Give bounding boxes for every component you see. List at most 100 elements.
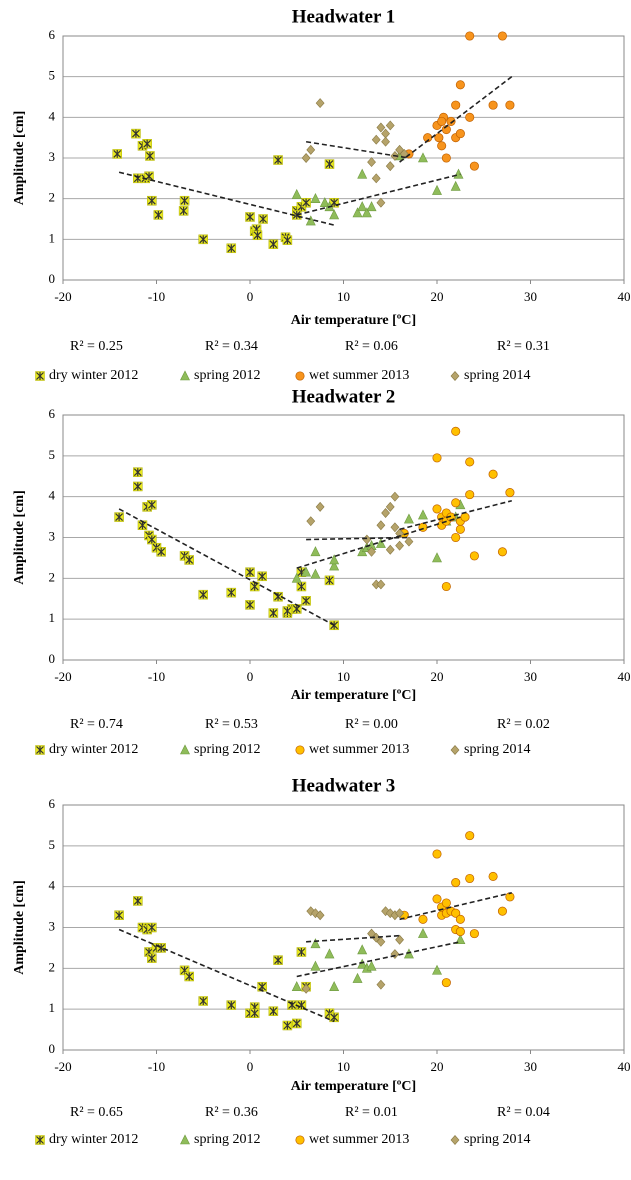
x-tick-label: -10: [148, 669, 165, 684]
marker-shape: [432, 552, 442, 563]
legend-label: spring 2014: [464, 742, 531, 757]
legend-item: dry winter 2012: [35, 742, 138, 757]
data-point: [310, 192, 321, 203]
marker-shape: [376, 122, 386, 133]
marker-shape: [441, 978, 451, 988]
data-point: [469, 161, 479, 171]
data-point: [385, 501, 395, 512]
data-point: [465, 457, 475, 467]
y-tick-label: 0: [49, 271, 56, 286]
x-tick-label: 40: [618, 1059, 631, 1074]
data-point: [156, 547, 166, 557]
data-point: [352, 972, 363, 983]
data-point: [144, 171, 154, 182]
marker-shape: [505, 488, 515, 498]
marker-shape: [376, 197, 386, 208]
marker-shape: [395, 908, 405, 919]
data-point: [395, 934, 405, 945]
marker-shape: [404, 536, 414, 547]
data-point: [112, 149, 122, 159]
data-point: [268, 239, 279, 249]
data-point: [142, 139, 152, 149]
marker-shape: [381, 508, 390, 518]
chart-title: Headwater 1: [292, 6, 396, 27]
marker-shape: [469, 929, 479, 939]
marker-shape: [395, 144, 405, 155]
data-point: [301, 197, 311, 208]
marker-shape: [497, 31, 507, 41]
legend-item: spring 2014: [450, 742, 531, 757]
r-squared-label: R² = 0.74: [70, 717, 123, 732]
data-point: [292, 1018, 302, 1029]
data-point: [385, 120, 395, 131]
data-point: [450, 180, 461, 191]
marker-shape: [465, 873, 475, 884]
marker-shape: [465, 457, 475, 467]
data-point: [306, 144, 316, 155]
data-point: [465, 31, 475, 41]
marker-shape: [395, 528, 405, 539]
y-tick-label: 5: [49, 68, 56, 83]
data-point: [147, 534, 157, 545]
data-point: [362, 534, 372, 545]
data-point: [114, 910, 124, 920]
data-point: [465, 490, 475, 500]
marker-shape: [497, 547, 507, 557]
y-tick-label: 6: [49, 27, 56, 42]
y-tick-label: 3: [49, 528, 56, 543]
legend-label: dry winter 2012: [49, 368, 138, 383]
data-point: [376, 122, 386, 133]
marker-shape: [453, 168, 464, 179]
marker-shape: [434, 133, 444, 143]
data-point: [296, 581, 307, 592]
r-squared-label: R² = 0.65: [70, 1105, 123, 1120]
trend-line: [399, 892, 512, 921]
data-point: [306, 906, 316, 917]
marker-shape: [305, 215, 316, 226]
data-point: [282, 1020, 293, 1031]
data-point: [178, 206, 189, 216]
marker-shape: [465, 490, 475, 500]
data-point: [488, 100, 498, 110]
marker-shape: [432, 964, 442, 975]
data-point: [455, 934, 466, 945]
marker-shape: [366, 960, 377, 971]
data-point: [305, 215, 316, 226]
y-tick-label: 6: [49, 406, 56, 421]
marker-shape: [417, 927, 428, 938]
data-point: [153, 210, 164, 220]
data-point: [455, 914, 465, 924]
y-tick-label: 2: [49, 569, 56, 584]
marker-shape: [395, 934, 405, 945]
legend-item: spring 2014: [450, 368, 531, 383]
data-point: [291, 981, 302, 992]
data-point: [301, 566, 312, 577]
data-point: [432, 504, 442, 514]
data-point: [432, 894, 442, 904]
data-point: [145, 151, 155, 161]
data-point: [198, 234, 208, 245]
marker-shape: [432, 894, 442, 904]
legend-label: spring 2012: [194, 368, 261, 383]
r-squared-label: R² = 0.06: [345, 339, 398, 354]
x-tick-label: 0: [247, 669, 254, 684]
marker-shape: [432, 504, 442, 514]
legend-label: spring 2014: [464, 1132, 531, 1147]
data-point: [352, 207, 363, 218]
marker-shape: [450, 371, 460, 381]
r-squared-label: R² = 0.02: [497, 717, 550, 732]
data-point: [432, 552, 442, 563]
y-axis-label: Amplitude [cm]: [12, 880, 27, 975]
marker-shape: [451, 426, 461, 436]
marker-shape: [310, 568, 321, 579]
trend-line: [399, 76, 513, 163]
data-point: [451, 100, 461, 110]
marker-shape: [362, 534, 372, 545]
marker-shape: [455, 934, 466, 945]
x-tick-label: 30: [524, 669, 537, 684]
data-point: [291, 188, 302, 199]
data-point: [381, 906, 390, 917]
marker-shape: [385, 544, 395, 555]
marker-shape: [301, 566, 312, 577]
